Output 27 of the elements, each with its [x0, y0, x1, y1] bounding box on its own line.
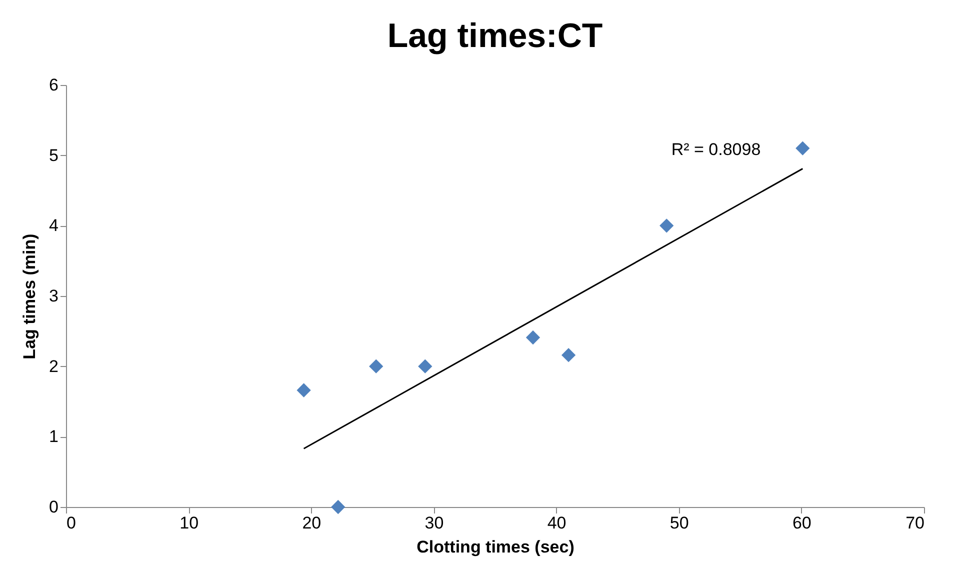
x-tick-label: 0 — [66, 514, 76, 532]
y-tick-label: 1 — [49, 427, 58, 446]
x-tick-label: 10 — [180, 514, 199, 532]
chart-title: Lag times:CT — [387, 17, 603, 55]
y-tick-label: 2 — [49, 356, 58, 376]
point — [561, 348, 576, 362]
x-tick-label: 70 — [906, 514, 924, 532]
x-tick-label: 20 — [302, 514, 322, 532]
point — [369, 359, 384, 374]
y-tick-label: 0 — [49, 498, 58, 516]
x-tick-label: 40 — [547, 514, 566, 532]
y-axis-title: Lag times (min) — [20, 234, 40, 360]
point — [418, 359, 432, 374]
point — [296, 383, 311, 398]
point — [660, 218, 674, 233]
x-axis-title: Clotting times (sec) — [416, 538, 574, 556]
y-tick-label: 3 — [49, 286, 58, 306]
x-tick-label: 60 — [792, 514, 812, 532]
y-tick-label: 6 — [49, 76, 58, 94]
point — [796, 141, 810, 156]
y-tick-label: 5 — [49, 146, 58, 165]
x-tick-label: 50 — [670, 514, 689, 532]
annotation: R² = 0.8098 — [671, 140, 761, 159]
y-tick-label: 4 — [49, 216, 58, 236]
x-tick-label: 30 — [424, 514, 444, 532]
point — [331, 500, 346, 514]
point — [526, 330, 540, 345]
